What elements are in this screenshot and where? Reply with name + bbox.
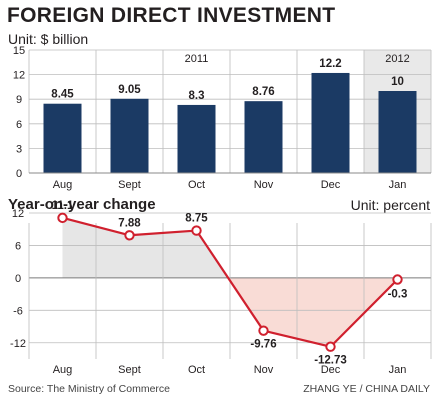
year-label-2012: 2012 [385,53,409,65]
line-x-tick-label: Nov [254,364,274,376]
bar-y-tick-label: 15 [13,45,25,57]
bar-x-tick-label: Oct [188,179,205,191]
bar-x-tick-label: Nov [254,179,274,191]
line-x-tick-label: Sept [118,364,141,376]
line-x-tick-label: Aug [53,364,73,376]
yoy-point [325,341,336,352]
positive-change-area [62,217,229,278]
bar-x-tick-label: Sept [118,179,141,191]
line-y-tick-label: -6 [13,305,23,317]
yoy-point [258,325,269,336]
bar [43,103,82,173]
yoy-value-label: 8.75 [185,213,208,225]
yoy-change-line [62,216,399,348]
yoy-value-label: 11.1 [52,200,74,212]
yoy-point [191,225,202,236]
line-y-tick-label: 0 [15,273,21,285]
source-note: Source: The Ministry of Commerce [8,383,171,395]
bar-x-tick-label: Dec [321,179,341,191]
line-y-tick-label: 12 [12,208,24,220]
bar-value-label: 9.05 [118,84,141,96]
bar [311,72,350,173]
bar-y-tick-label: 0 [16,168,22,180]
line-x-tick-label: Dec [321,364,341,376]
yoy-point [392,274,403,285]
bar-x-tick-label: Aug [53,179,73,191]
chart-title: FOREIGN DIRECT INVESTMENT [7,4,336,27]
bar [177,104,216,173]
bar-value-label: 8.45 [51,89,74,101]
bar-value-label: 8.76 [252,86,274,98]
bar-y-tick-label: 9 [16,94,22,106]
line-chart-unit-label: Unit: percent [350,197,430,213]
bar-y-tick-label: 12 [13,70,25,82]
bar-y-tick-label: 6 [16,119,22,131]
year-label-2011: 2011 [185,53,209,65]
yoy-value-label: -9.76 [250,339,276,351]
yoy-point [57,212,68,224]
bar-chart-unit-label: Unit: $ billion [8,31,89,47]
bar-value-label: 12.2 [319,58,341,70]
credit-note: ZHANG YE / CHINA DAILY [303,383,430,395]
bar-value-label: 8.3 [189,90,205,102]
line-y-tick-label: -12 [10,338,26,350]
yoy-value-label: -12.73 [314,355,347,367]
bar-y-tick-label: 3 [16,143,22,155]
yoy-point [124,230,135,241]
line-chart-title: Year-on-year change [8,196,156,213]
yoy-value-label: 7.88 [118,217,141,229]
line-y-tick-label: 6 [15,240,21,252]
bar [110,98,149,173]
yoy-value-label: -0.3 [388,289,408,301]
bar-value-label: 10 [391,76,404,88]
bar [378,91,417,173]
line-x-tick-label: Jan [389,364,407,376]
line-x-tick-label: Oct [188,364,205,376]
negative-change-area [228,277,398,347]
bar [244,101,283,173]
bar-x-tick-label: Jan [389,179,407,191]
